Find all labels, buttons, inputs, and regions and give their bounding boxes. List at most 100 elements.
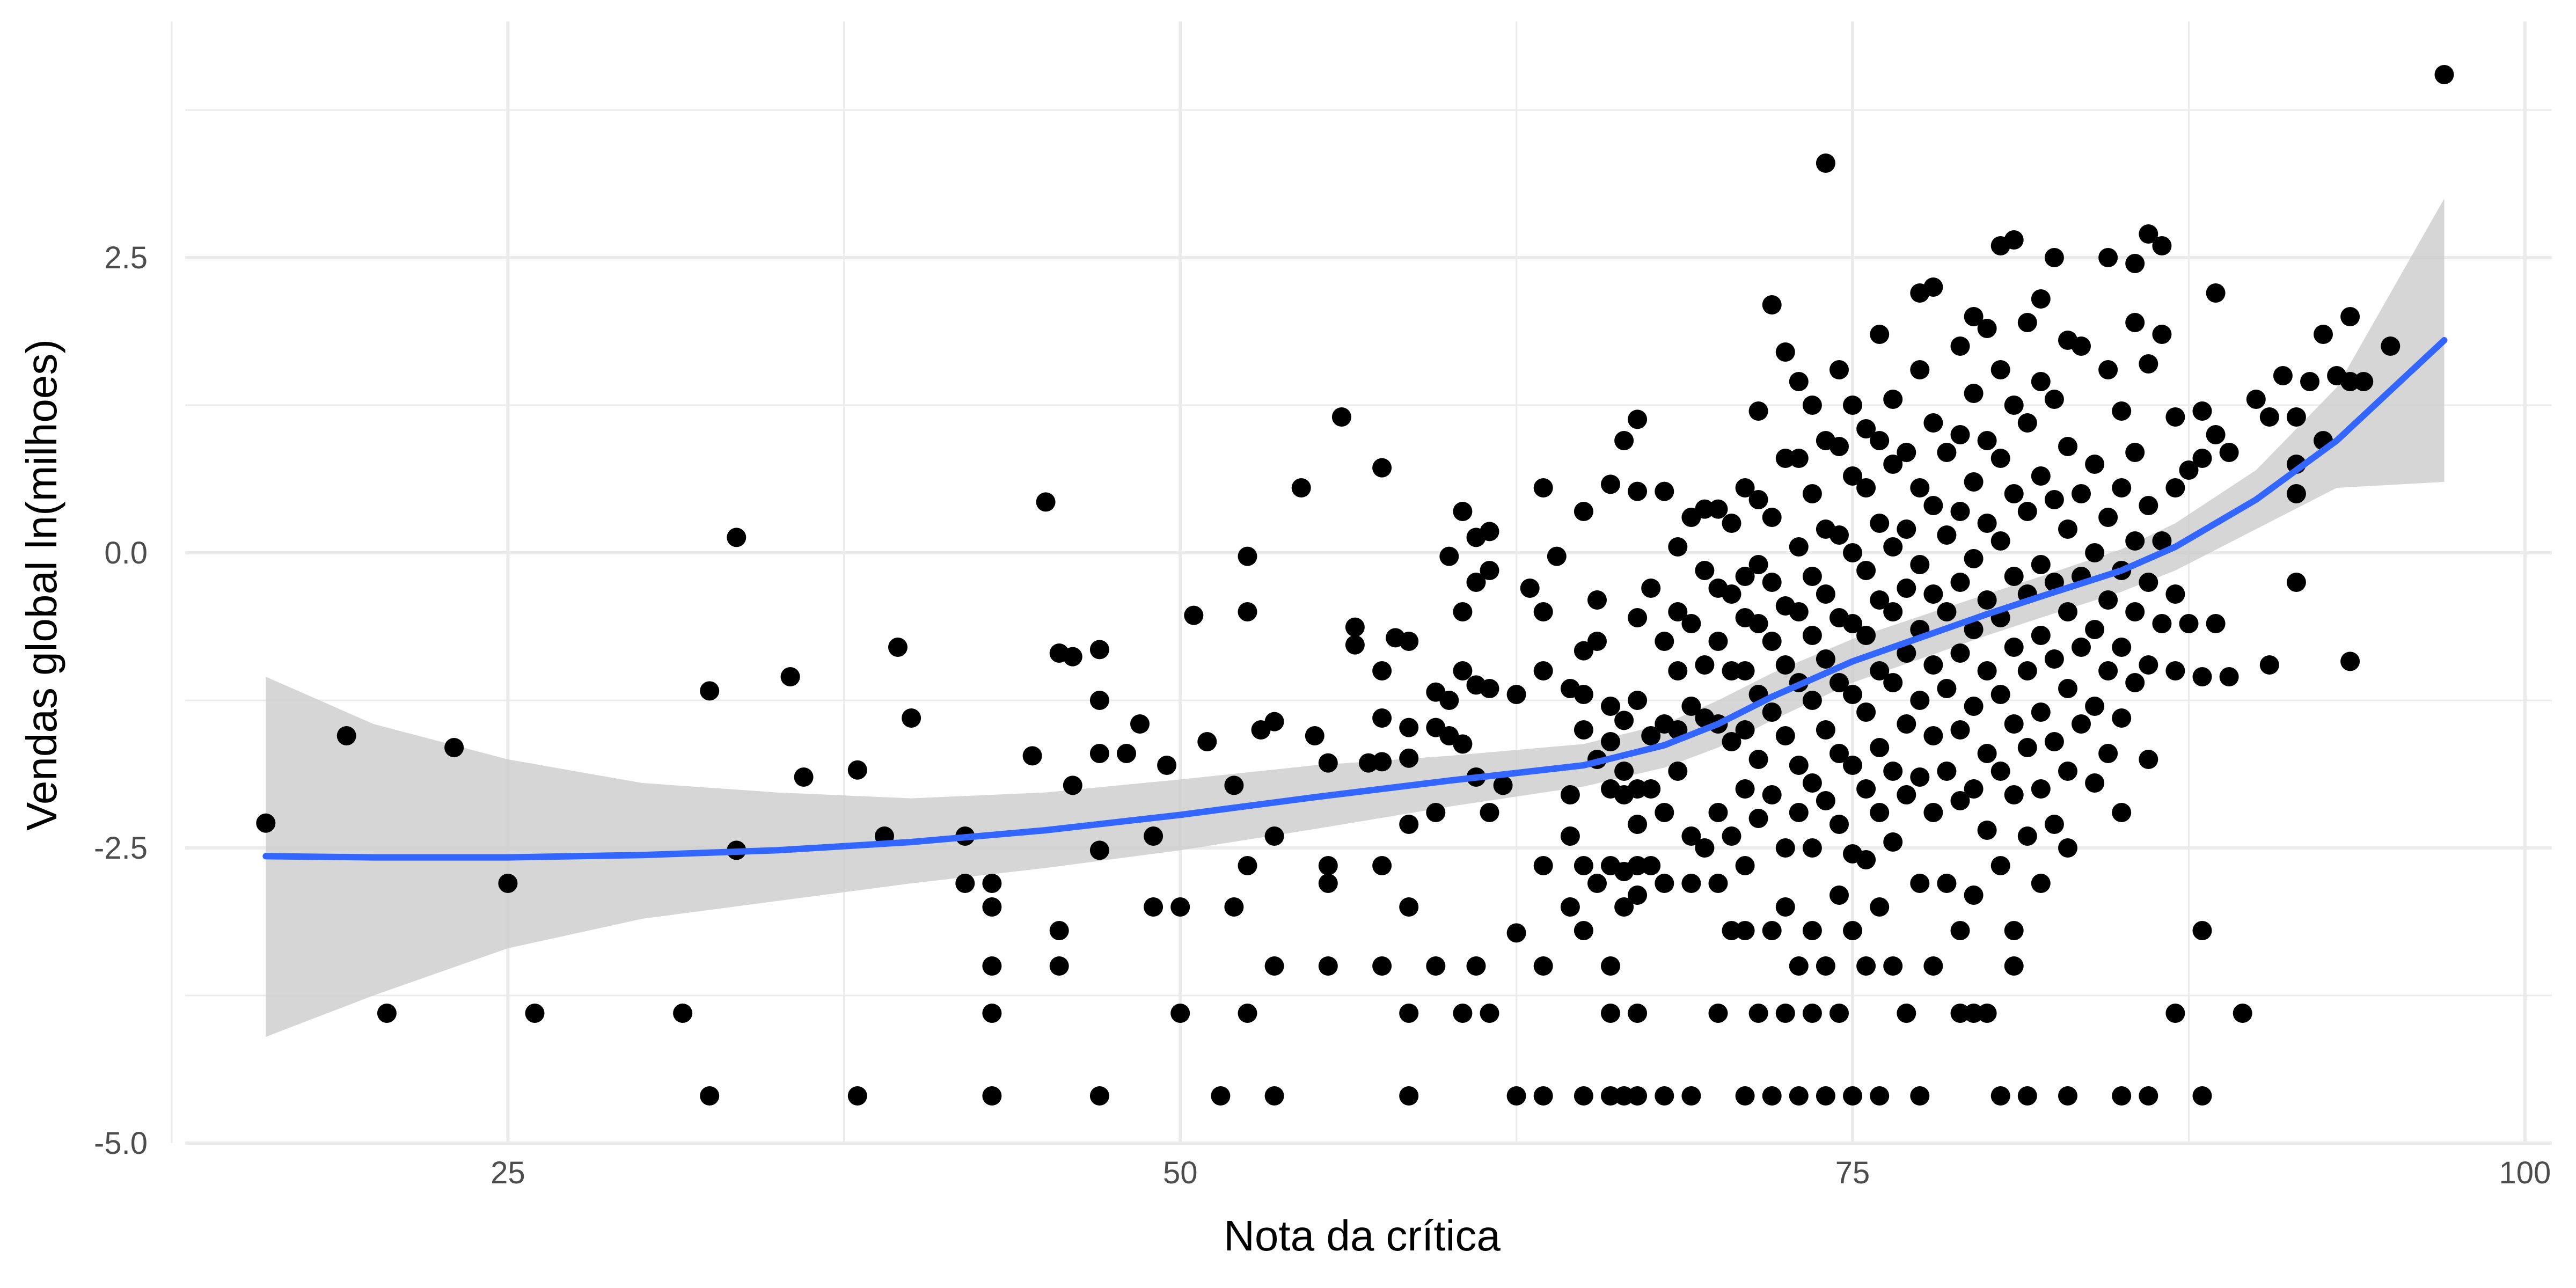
data-point — [2112, 803, 2132, 822]
data-point — [1802, 484, 1822, 503]
data-point — [1870, 514, 1890, 533]
data-point — [1802, 567, 1822, 586]
data-point — [2179, 460, 2199, 480]
data-point — [1480, 561, 1499, 580]
data-point — [1601, 732, 1620, 751]
data-point — [1897, 643, 1916, 663]
data-point — [1681, 1086, 1701, 1106]
data-point — [1708, 499, 1728, 519]
data-point — [1439, 691, 1459, 710]
data-point — [1305, 726, 1324, 745]
data-point — [1574, 921, 1593, 940]
data-point — [1870, 897, 1890, 917]
data-point — [1372, 856, 1392, 875]
data-point — [1399, 1086, 1419, 1106]
data-point — [1681, 874, 1701, 893]
data-point — [1829, 525, 1849, 545]
data-point — [727, 528, 747, 547]
data-point — [1117, 744, 1136, 763]
data-point — [1144, 826, 1163, 846]
data-point — [1506, 923, 1526, 943]
data-point — [1049, 956, 1069, 976]
data-point — [1614, 431, 1634, 450]
data-point — [2259, 655, 2279, 675]
data-point — [1372, 956, 1392, 976]
data-point — [1089, 744, 1109, 763]
data-point — [1668, 762, 1688, 781]
data-point — [2165, 661, 2185, 680]
data-point — [498, 874, 518, 893]
data-point — [1331, 407, 1351, 427]
data-point — [1399, 1004, 1419, 1023]
data-point — [982, 897, 1002, 917]
data-point — [1990, 685, 2010, 704]
data-point — [1506, 685, 1526, 704]
data-point — [2286, 407, 2306, 427]
data-point — [1560, 826, 1580, 846]
data-point — [1870, 431, 1890, 450]
data-point — [2085, 773, 2105, 793]
data-point — [2004, 921, 2024, 940]
data-point — [1816, 791, 1835, 810]
data-point — [1480, 522, 1499, 541]
data-point — [2017, 1086, 2037, 1106]
data-point — [780, 667, 800, 686]
data-point — [1748, 750, 1768, 769]
data-point — [1856, 956, 1876, 976]
data-point — [1870, 325, 1890, 344]
data-point — [2165, 407, 2185, 427]
data-point — [1735, 661, 1755, 680]
data-point — [2206, 283, 2226, 303]
data-point — [1722, 661, 1741, 680]
data-point — [1574, 502, 1593, 521]
x-tick-label: 100 — [2499, 1155, 2551, 1190]
data-point — [1238, 856, 1257, 875]
data-point — [2112, 478, 2132, 497]
data-point — [1897, 785, 1916, 804]
data-point — [1923, 956, 1943, 976]
smooth-line-layer — [262, 337, 2448, 861]
data-point — [1964, 549, 1984, 568]
data-point — [1089, 691, 1109, 710]
data-point — [888, 638, 908, 657]
data-point — [1533, 661, 1553, 680]
data-point — [1264, 712, 1284, 731]
data-point — [1748, 490, 1768, 509]
data-point — [2004, 785, 2024, 804]
data-point — [1426, 956, 1446, 976]
data-point — [1036, 492, 1056, 512]
data-point — [1480, 679, 1499, 698]
data-point — [2246, 390, 2266, 409]
data-point — [1910, 767, 1930, 787]
data-point — [2058, 679, 2077, 698]
data-point — [1950, 1004, 1970, 1023]
data-point — [1574, 685, 1593, 704]
data-point — [1655, 481, 1674, 501]
data-point — [2031, 626, 2051, 645]
data-point — [1923, 655, 1943, 675]
data-point — [2098, 248, 2118, 267]
data-point — [1466, 573, 1486, 592]
smooth-trend-line — [262, 337, 2448, 861]
data-point — [1735, 1086, 1755, 1106]
data-point — [2139, 1086, 2158, 1106]
data-point — [1453, 1004, 1473, 1023]
data-point — [1170, 897, 1190, 917]
data-point — [1628, 691, 1648, 710]
data-point — [2219, 667, 2239, 686]
x-tick-label: 50 — [1163, 1155, 1198, 1190]
data-point — [1426, 803, 1446, 822]
data-point — [1238, 546, 1257, 566]
data-point — [1628, 885, 1648, 905]
data-point — [1843, 685, 1862, 704]
data-point — [847, 1086, 867, 1106]
data-point — [1345, 617, 1365, 637]
data-point — [1399, 748, 1419, 768]
data-point — [1950, 720, 1970, 740]
data-point — [2072, 638, 2091, 657]
data-point — [2044, 248, 2064, 267]
data-point — [2044, 649, 2064, 669]
data-point — [1883, 602, 1903, 621]
data-point — [1748, 809, 1768, 828]
data-point — [2179, 614, 2199, 633]
